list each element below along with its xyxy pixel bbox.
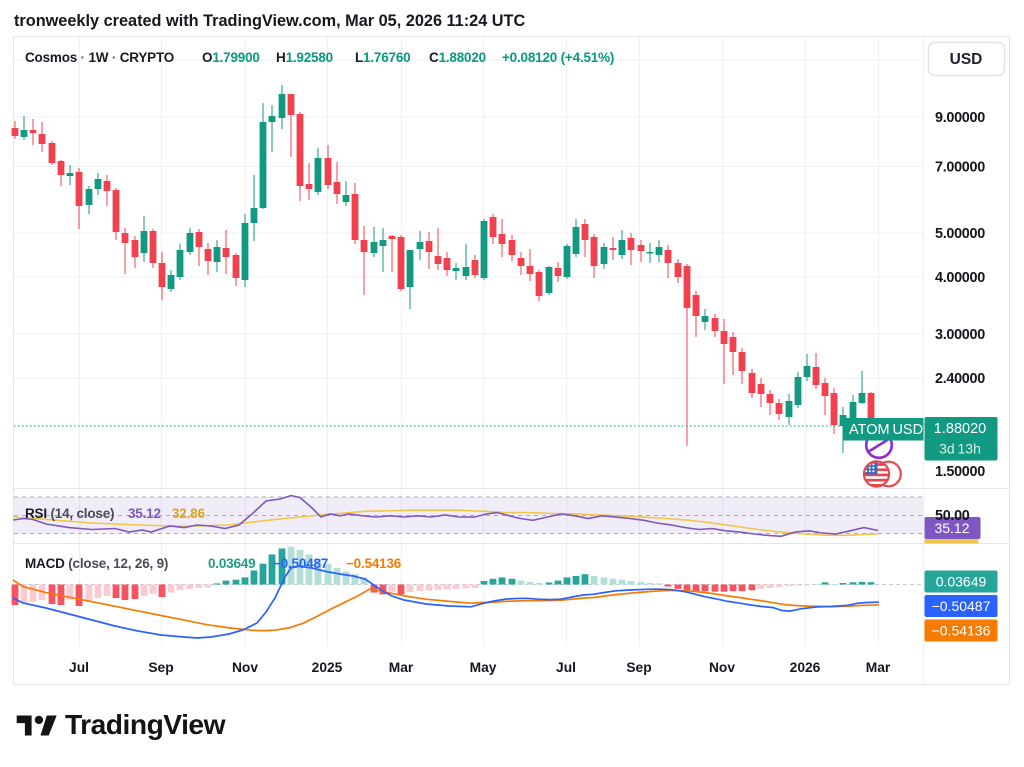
- svg-text:RSI (14, close): RSI (14, close): [25, 506, 114, 521]
- svg-text:+0.08120 (+4.51%): +0.08120 (+4.51%): [502, 50, 614, 65]
- svg-text:3.00000: 3.00000: [935, 327, 985, 343]
- svg-text:TradingView: TradingView: [65, 708, 226, 740]
- svg-text:50.00: 50.00: [935, 508, 970, 524]
- svg-text:Mar: Mar: [866, 660, 891, 675]
- svg-text:35.12: 35.12: [934, 520, 969, 536]
- svg-text:tronweekly created with Tradin: tronweekly created with TradingView.com,…: [14, 12, 525, 30]
- svg-text:Sep: Sep: [148, 660, 173, 675]
- svg-text:Nov: Nov: [709, 660, 735, 675]
- svg-text:H1.92580: H1.92580: [276, 50, 333, 65]
- svg-text:7.00000: 7.00000: [935, 160, 985, 176]
- svg-text:Nov: Nov: [232, 660, 258, 675]
- svg-text:0.03649: 0.03649: [936, 574, 987, 590]
- svg-text:May: May: [470, 660, 497, 675]
- svg-text:Jul: Jul: [69, 660, 89, 675]
- svg-text:C1.88020: C1.88020: [429, 50, 486, 65]
- svg-text:ATOM USD: ATOM USD: [849, 422, 923, 438]
- svg-text:−0.50487: −0.50487: [273, 556, 328, 571]
- svg-text:32.86: 32.86: [172, 506, 205, 521]
- svg-text:−0.50487: −0.50487: [932, 598, 991, 614]
- svg-text:−0.54136: −0.54136: [346, 556, 402, 571]
- svg-text:L1.76760: L1.76760: [355, 50, 410, 65]
- svg-text:1.50000: 1.50000: [935, 464, 985, 480]
- svg-text:USD: USD: [950, 51, 983, 68]
- svg-text:9.00000: 9.00000: [935, 110, 985, 126]
- svg-text:MACD (close, 12, 26, 9): MACD (close, 12, 26, 9): [25, 556, 168, 571]
- svg-text:4.00000: 4.00000: [935, 270, 985, 286]
- svg-text:Cosmos · 1W · CRYPTO: Cosmos · 1W · CRYPTO: [25, 50, 174, 65]
- svg-text:Mar: Mar: [389, 660, 414, 675]
- svg-text:2026: 2026: [790, 660, 821, 675]
- svg-text:2025: 2025: [312, 660, 343, 675]
- svg-text:2.40000: 2.40000: [935, 371, 985, 387]
- svg-text:Sep: Sep: [626, 660, 651, 675]
- svg-text:1.88020: 1.88020: [934, 421, 986, 437]
- svg-text:O1.79900: O1.79900: [202, 50, 260, 65]
- svg-text:35.12: 35.12: [128, 506, 161, 521]
- svg-text:−0.54136: −0.54136: [932, 623, 991, 639]
- svg-text:0.03649: 0.03649: [208, 556, 255, 571]
- svg-text:3d 13h: 3d 13h: [939, 441, 981, 457]
- svg-text:Jul: Jul: [556, 660, 576, 675]
- svg-text:5.00000: 5.00000: [935, 226, 985, 242]
